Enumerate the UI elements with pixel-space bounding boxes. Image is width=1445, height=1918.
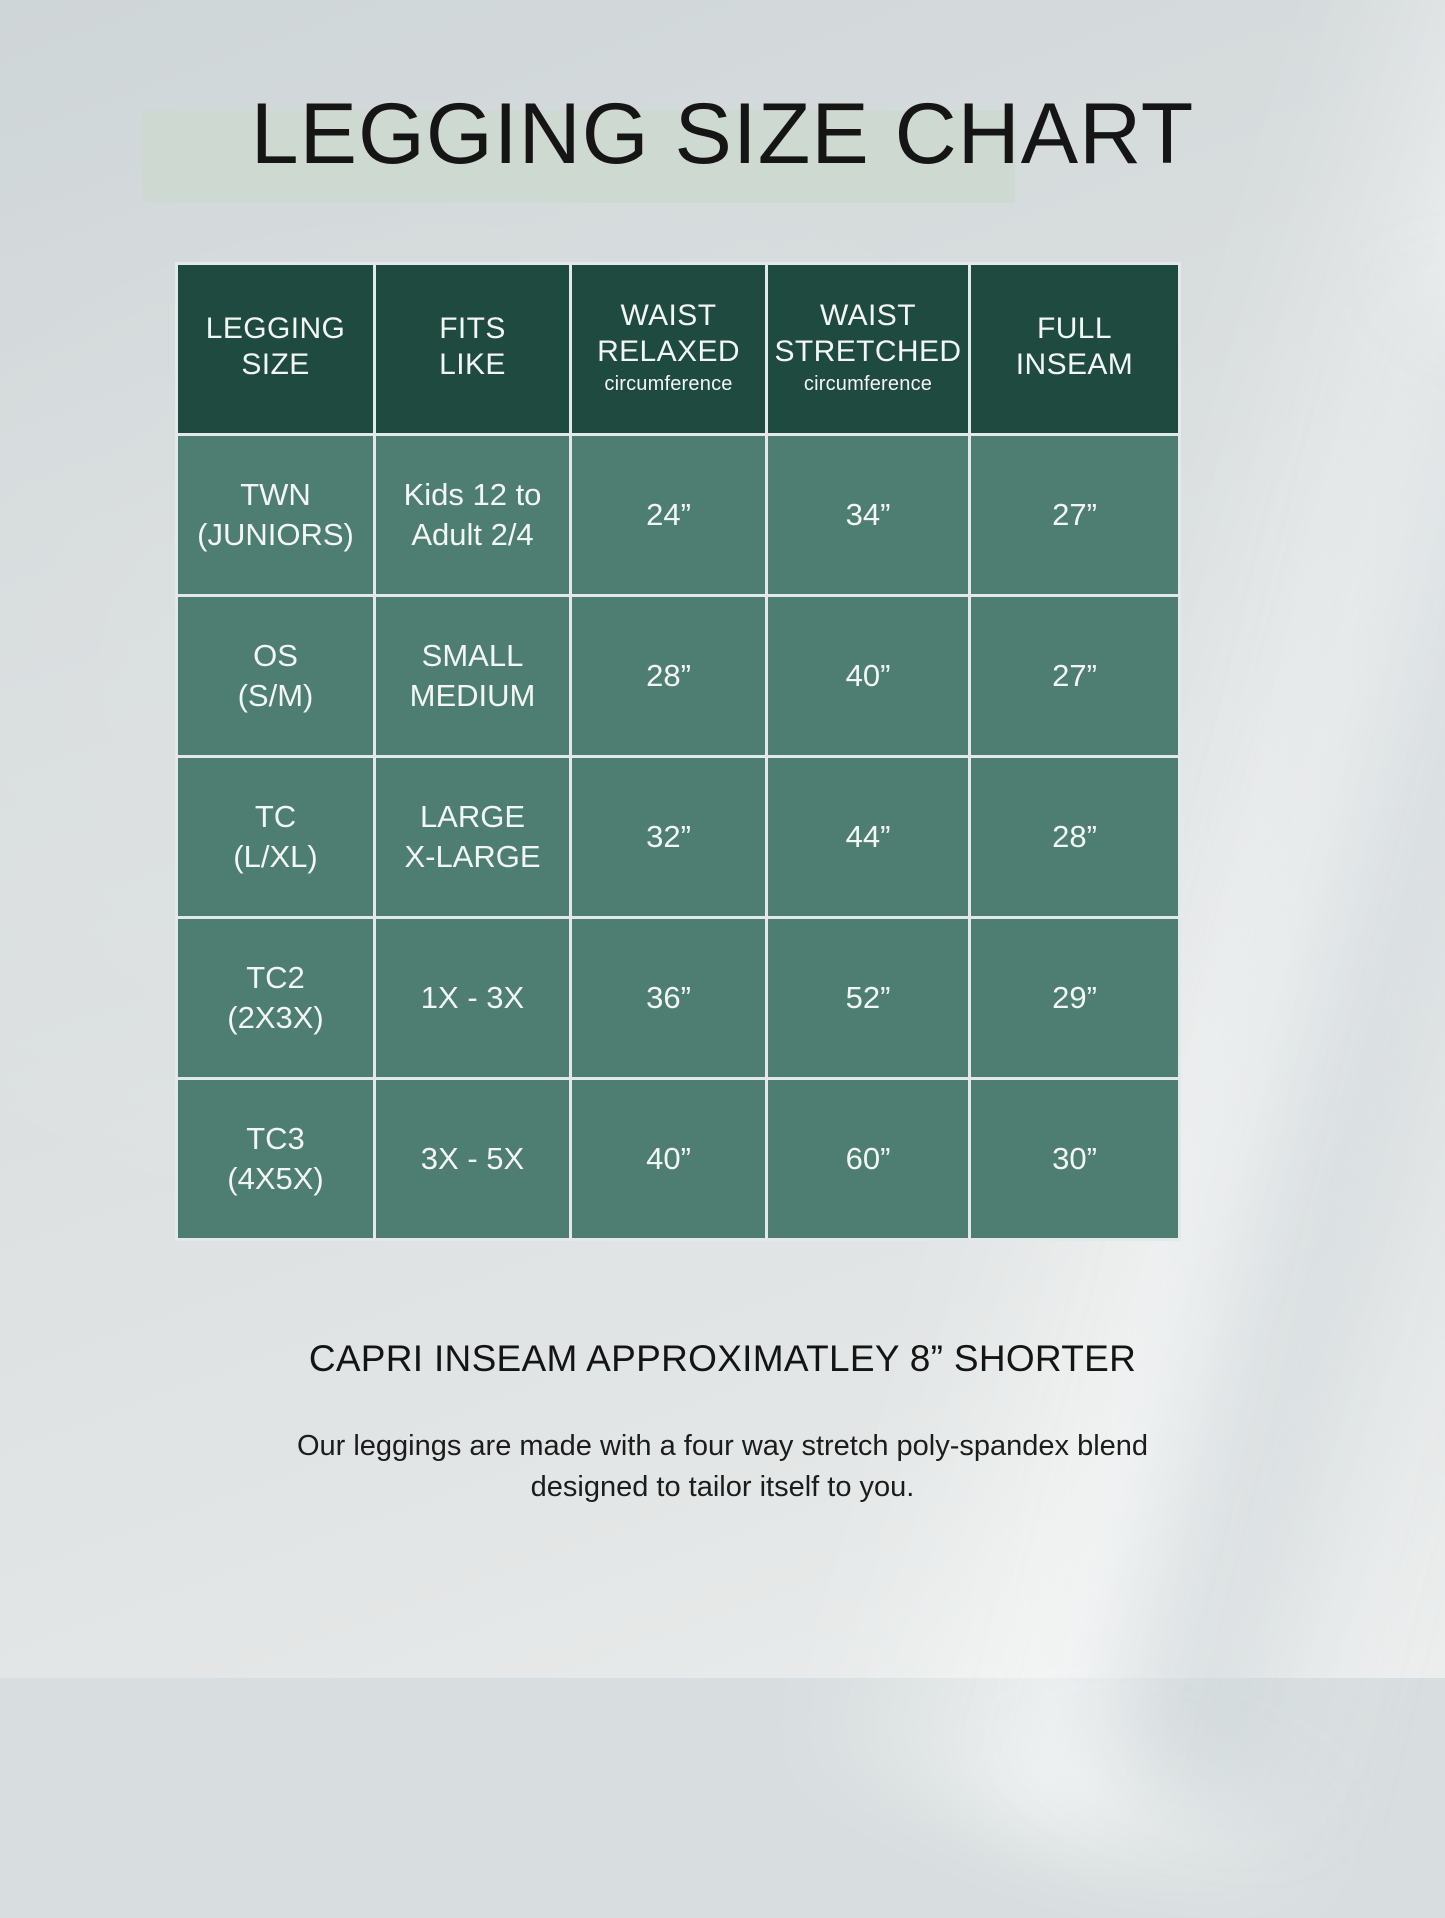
cell-fits-like-value: Kids 12 to Adult 2/4: [403, 477, 542, 552]
cell-full-inseam: 27”: [968, 594, 1181, 758]
column-header-waist-stretched-sublabel: circumference: [803, 373, 933, 395]
cell-full-inseam-value: 28”: [1052, 819, 1097, 855]
table-row: OS (S/M) SMALL MEDIUM 28” 40” 27”: [175, 594, 1181, 758]
cell-waist-relaxed: 32”: [569, 755, 768, 919]
size-chart-page: LEGGING SIZE CHART LEGGING SIZE FITS LIK…: [0, 86, 1445, 1508]
cell-fits-like: 1X - 3X: [373, 916, 572, 1080]
column-header-fits-like-label: FITS LIKE: [439, 312, 506, 381]
cell-full-inseam: 30”: [968, 1077, 1181, 1241]
table-row: TC2 (2X3X) 1X - 3X 36” 52” 29”: [175, 916, 1181, 1080]
cell-full-inseam: 29”: [968, 916, 1181, 1080]
cell-full-inseam-value: 30”: [1052, 1141, 1097, 1177]
cell-waist-stretched: 52”: [765, 916, 971, 1080]
cell-full-inseam-value: 29”: [1052, 980, 1097, 1016]
table-row: TC3 (4X5X) 3X - 5X 40” 60” 30”: [175, 1077, 1181, 1241]
cell-full-inseam: 27”: [968, 433, 1181, 597]
page-title-container: LEGGING SIZE CHART: [0, 86, 1445, 203]
cell-fits-like: SMALL MEDIUM: [373, 594, 572, 758]
cell-waist-relaxed: 24”: [569, 433, 768, 597]
cell-waist-relaxed: 40”: [569, 1077, 768, 1241]
cell-fits-like-value: SMALL MEDIUM: [409, 638, 536, 713]
column-header-waist-relaxed-label: WAIST RELAXED: [597, 299, 740, 368]
cell-fits-like: LARGE X-LARGE: [373, 755, 572, 919]
cell-fits-like-value: 3X - 5X: [420, 1141, 525, 1177]
column-header-legging-size-label: LEGGING SIZE: [205, 312, 346, 381]
capri-inseam-note: CAPRI INSEAM APPROXIMATLEY 8” SHORTER: [308, 1338, 1137, 1379]
column-header-full-inseam-label: FULL INSEAM: [1015, 312, 1134, 381]
fabric-blend-note-line1: Our leggings are made with a four way st…: [296, 1430, 1149, 1462]
column-header-fits-like: FITS LIKE: [373, 262, 572, 436]
cell-waist-stretched-value: 40”: [845, 658, 891, 694]
cell-waist-relaxed-value: 36”: [646, 980, 691, 1016]
cell-waist-relaxed: 36”: [569, 916, 768, 1080]
cell-full-inseam-value: 27”: [1052, 497, 1097, 533]
cell-legging-size-value: OS (S/M): [237, 638, 314, 713]
cell-waist-relaxed: 28”: [569, 594, 768, 758]
cell-fits-like: 3X - 5X: [373, 1077, 572, 1241]
cell-waist-stretched-value: 34”: [845, 497, 891, 533]
cell-fits-like: Kids 12 to Adult 2/4: [373, 433, 572, 597]
column-header-waist-relaxed-sublabel: circumference: [604, 373, 733, 395]
cell-legging-size: TC (L/XL): [175, 755, 376, 919]
column-header-waist-relaxed: WAIST RELAXED circumference: [569, 262, 768, 436]
cell-waist-stretched: 40”: [765, 594, 971, 758]
fabric-blend-note-line2: designed to tailor itself to you.: [530, 1471, 915, 1504]
cell-legging-size: TC2 (2X3X): [175, 916, 376, 1080]
column-header-waist-stretched-label: WAIST STRETCHED: [774, 299, 962, 368]
cell-legging-size-value: TC2 (2X3X): [227, 960, 324, 1035]
cell-legging-size-value: TC (L/XL): [233, 799, 318, 874]
table-header: LEGGING SIZE FITS LIKE WAIST RELAXED cir…: [175, 262, 1181, 436]
fabric-blend-note: Our leggings are made with a four way st…: [0, 1426, 1445, 1508]
cell-waist-stretched-value: 60”: [845, 1141, 891, 1177]
cell-full-inseam: 28”: [968, 755, 1181, 919]
cell-waist-relaxed-value: 24”: [646, 497, 691, 533]
table-body: TWN (JUNIORS) Kids 12 to Adult 2/4 24” 3…: [175, 433, 1181, 1241]
cell-waist-stretched: 44”: [765, 755, 971, 919]
column-header-legging-size: LEGGING SIZE: [175, 262, 376, 436]
cell-waist-stretched-value: 44”: [845, 819, 891, 855]
table-header-row: LEGGING SIZE FITS LIKE WAIST RELAXED cir…: [175, 262, 1181, 436]
cell-waist-relaxed-value: 40”: [646, 1141, 691, 1177]
cell-waist-relaxed-value: 28”: [646, 658, 691, 694]
cell-fits-like-value: LARGE X-LARGE: [404, 799, 541, 874]
cell-fits-like-value: 1X - 3X: [420, 980, 525, 1016]
cell-legging-size-value: TWN (JUNIORS): [197, 477, 354, 552]
column-header-full-inseam: FULL INSEAM: [968, 262, 1181, 436]
cell-legging-size: TWN (JUNIORS): [175, 433, 376, 597]
cell-legging-size: OS (S/M): [175, 594, 376, 758]
table-row: TC (L/XL) LARGE X-LARGE 32” 44” 28”: [175, 755, 1181, 919]
column-header-waist-stretched: WAIST STRETCHED circumference: [765, 262, 971, 436]
cell-waist-stretched: 60”: [765, 1077, 971, 1241]
cell-waist-stretched: 34”: [765, 433, 971, 597]
cell-waist-relaxed-value: 32”: [646, 819, 691, 855]
page-title: LEGGING SIZE CHART: [250, 86, 1195, 182]
cell-legging-size-value: TC3 (4X5X): [227, 1121, 324, 1196]
cell-full-inseam-value: 27”: [1052, 658, 1097, 694]
legging-size-table: LEGGING SIZE FITS LIKE WAIST RELAXED cir…: [175, 262, 1181, 1241]
cell-legging-size: TC3 (4X5X): [175, 1077, 376, 1241]
table-row: TWN (JUNIORS) Kids 12 to Adult 2/4 24” 3…: [175, 433, 1181, 597]
cell-waist-stretched-value: 52”: [845, 980, 891, 1016]
